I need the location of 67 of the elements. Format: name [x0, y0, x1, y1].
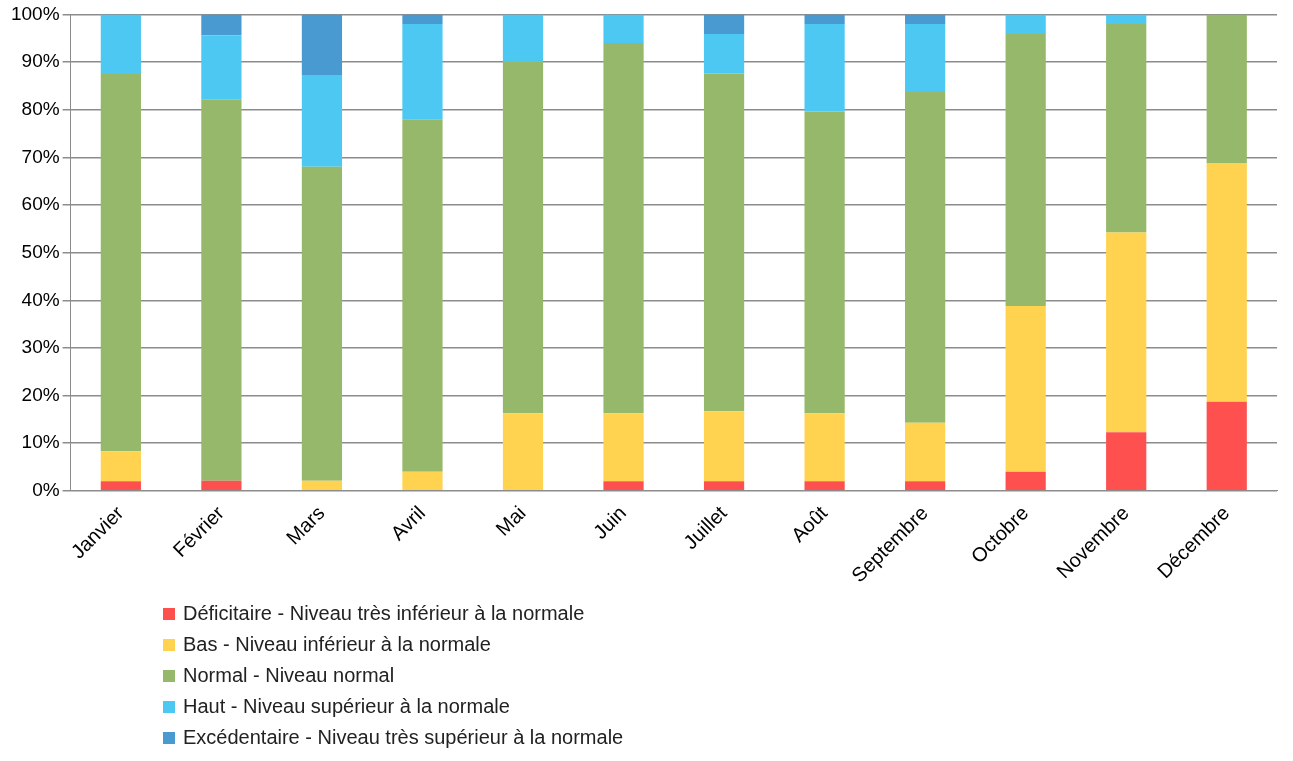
bar [603, 413, 644, 482]
bar [1206, 401, 1247, 491]
bar [1005, 14, 1046, 34]
bar [301, 166, 343, 481]
bar [100, 73, 141, 452]
x-tick-label: Mai [491, 501, 530, 540]
y-tick-label: 80% [21, 97, 60, 119]
bar [804, 413, 845, 482]
bar [905, 481, 946, 491]
y-tick-label: 30% [21, 336, 60, 358]
y-tick-label: 70% [21, 145, 60, 167]
bar [402, 23, 443, 120]
bar [502, 14, 544, 63]
bar [201, 35, 242, 100]
bar [1005, 305, 1046, 472]
y-tick-label: 60% [21, 193, 60, 215]
bar [402, 14, 443, 24]
bar [603, 14, 644, 43]
bar [1005, 33, 1046, 306]
bar [201, 480, 242, 491]
bar [201, 99, 242, 481]
bar [402, 471, 443, 491]
bar [301, 74, 343, 167]
bar [603, 481, 644, 491]
y-tick-label: 0% [32, 479, 60, 501]
legend-label: Haut - Niveau supérieur à la normale [183, 694, 510, 719]
x-tick-label: Juin [588, 501, 631, 544]
bar [1206, 14, 1247, 164]
bar [1005, 471, 1046, 491]
bar [100, 451, 141, 482]
y-tick-label: 40% [21, 288, 60, 310]
bar [703, 481, 745, 491]
bar [201, 14, 242, 36]
bar [804, 111, 845, 414]
bar [301, 14, 343, 75]
legend-label: Excédentaire - Niveau très supérieur à la normale [183, 725, 624, 750]
bar [905, 23, 946, 93]
bar [402, 119, 443, 472]
bar [1106, 23, 1147, 233]
y-tick-label: 50% [21, 240, 60, 262]
bar [100, 481, 141, 491]
bar [905, 422, 946, 482]
bar [703, 411, 745, 482]
legend-label: Normal - Niveau normal [183, 663, 395, 688]
bar [502, 62, 544, 414]
bar [703, 33, 745, 74]
bar [603, 42, 644, 414]
bar [301, 480, 343, 491]
bar [703, 14, 745, 34]
legend-label: Bas - Niveau inférieur à la normale [183, 632, 491, 657]
bar [804, 23, 845, 112]
bar [905, 14, 946, 24]
bar [100, 14, 141, 74]
y-tick-label: 90% [21, 50, 60, 72]
bar [1106, 432, 1147, 491]
bar [1206, 163, 1247, 402]
y-tick-label: 10% [21, 431, 60, 453]
bar [502, 413, 544, 491]
y-tick-label: 100% [10, 2, 60, 24]
bar [804, 14, 845, 24]
bar [1106, 14, 1147, 24]
y-tick-label: 20% [21, 383, 60, 405]
bar [905, 92, 946, 423]
bar [804, 481, 845, 491]
bar [1106, 232, 1147, 433]
legend-label: Déficitaire - Niveau très inférieur à la normale [183, 601, 585, 626]
bar [703, 73, 745, 412]
